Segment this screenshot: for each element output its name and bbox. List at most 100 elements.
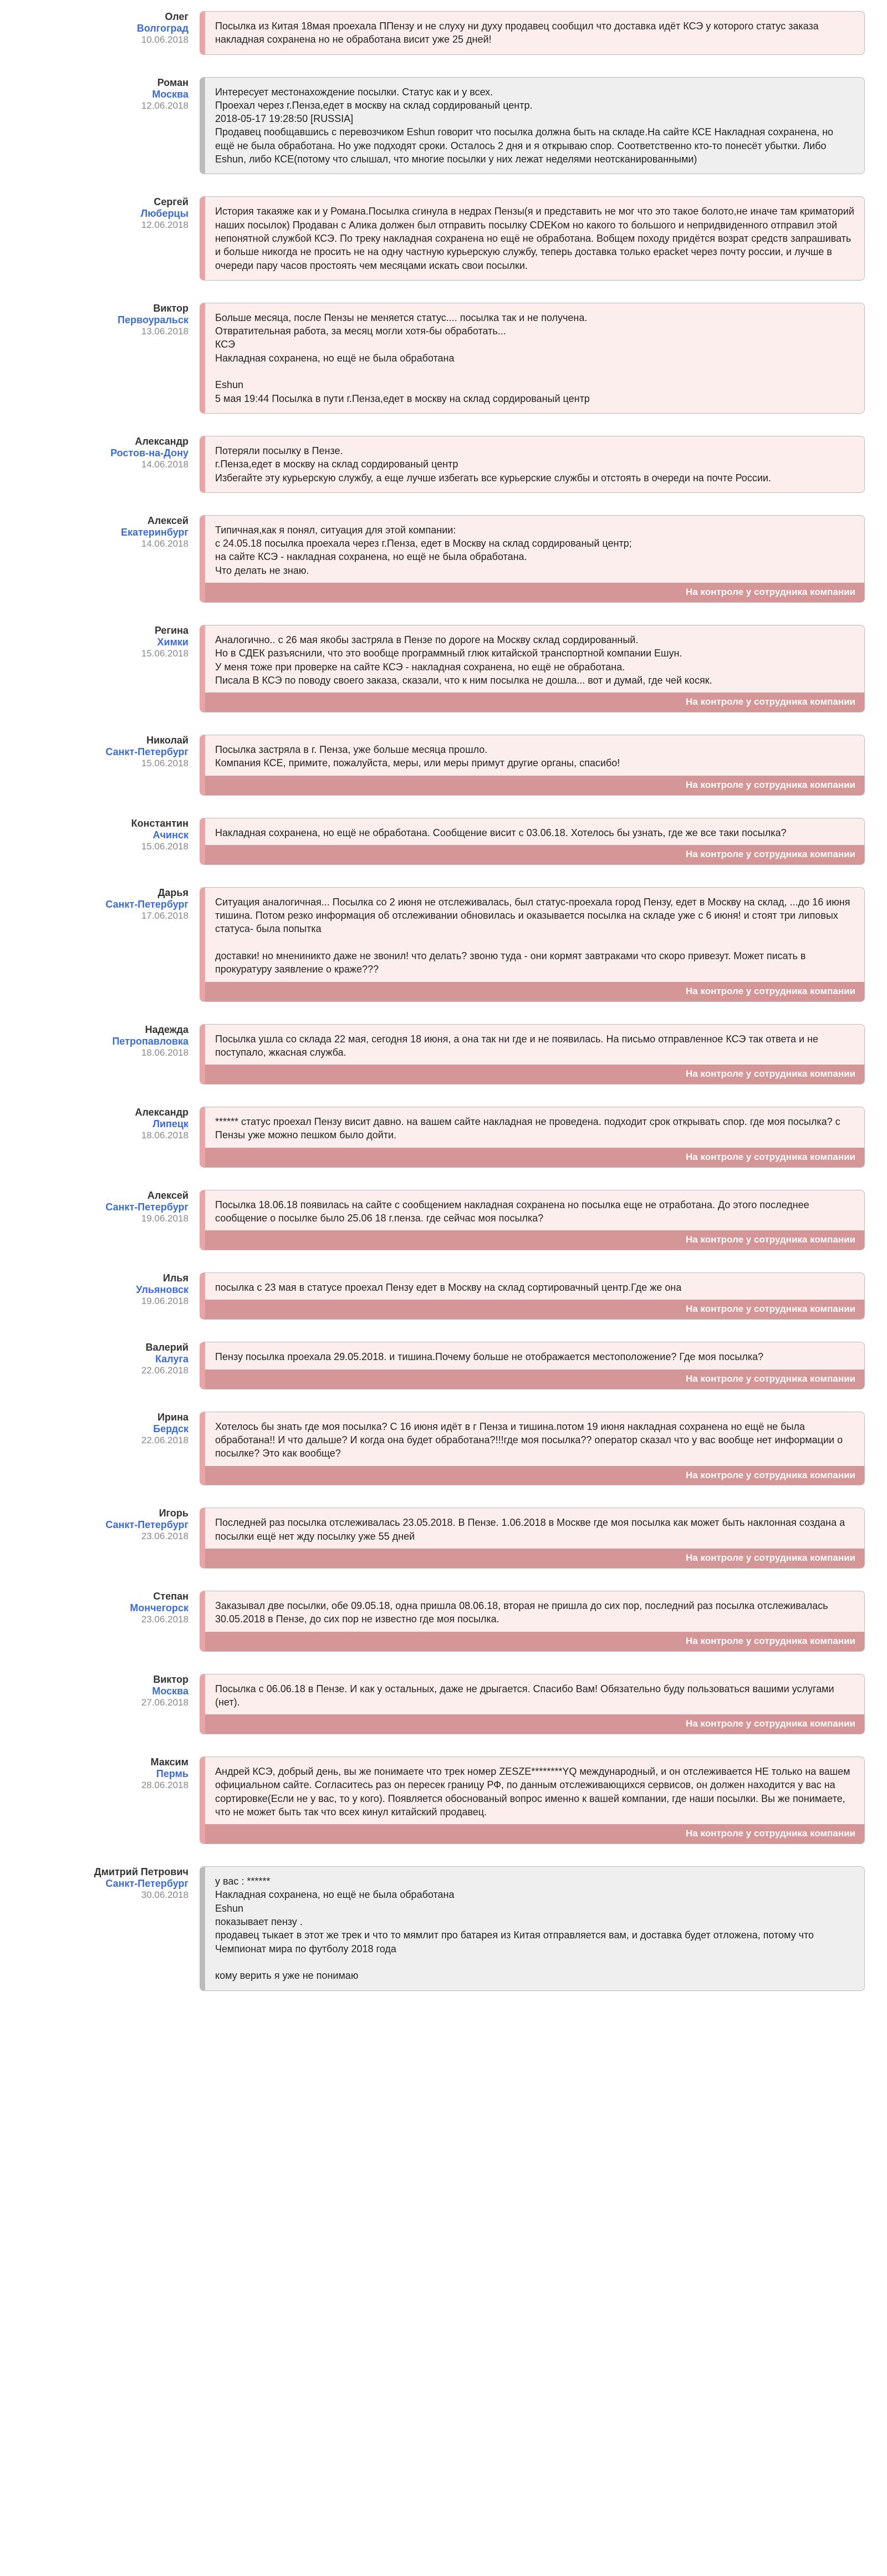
review-date: 22.06.2018: [22, 1435, 188, 1446]
review-item: АлексейСанкт-Петербург19.06.2018Посылка …: [22, 1190, 865, 1251]
review-text: Интересует местонахождение посылки. Стат…: [215, 85, 854, 166]
review-meta: ВикторПервоуральск13.06.2018: [22, 303, 200, 414]
review-item: ИльяУльяновск19.06.2018 посылка с 23 мая …: [22, 1272, 865, 1320]
review-text: Посылка с 06.06.18 в Пензе. И как у оста…: [215, 1682, 854, 1709]
review-author-city[interactable]: Бердск: [22, 1423, 188, 1435]
review-meta: РоманМосква12.06.2018: [22, 77, 200, 175]
review-text: ****** статус проехал Пензу висит давно.…: [215, 1115, 854, 1142]
review-item: НадеждаПетропавловка18.06.2018Посылка уш…: [22, 1024, 865, 1085]
review-meta: СергейЛюберцы12.06.2018: [22, 196, 200, 280]
review-author-name: Степан: [22, 1591, 188, 1602]
review-date: 10.06.2018: [22, 34, 188, 45]
review-text: Посылка застряла в г. Пенза, уже больше …: [215, 743, 854, 770]
review-meta: АлексейСанкт-Петербург19.06.2018: [22, 1190, 200, 1251]
review-body: ****** статус проехал Пензу висит давно.…: [200, 1107, 865, 1168]
review-author-name: Надежда: [22, 1024, 188, 1036]
review-item: Дмитрий ПетровичСанкт-Петербург30.06.201…: [22, 1866, 865, 1990]
review-text: Посылка из Китая 18мая проехала ППензу и…: [215, 19, 854, 47]
review-item: АлександрРостов-на-Дону14.06.2018Потерял…: [22, 436, 865, 493]
review-date: 14.06.2018: [22, 538, 188, 549]
review-item: КонстантинАчинск15.06.2018Накладная сохр…: [22, 818, 865, 865]
review-meta: ВалерийКалуга22.06.2018: [22, 1342, 200, 1389]
review-text: Пензу посылка проехала 29.05.2018. и тиш…: [215, 1350, 854, 1363]
control-badge: На контроле у сотрудника компании: [205, 1824, 864, 1844]
review-body: Последней раз посылка отслеживалась 23.0…: [200, 1508, 865, 1569]
review-author-city[interactable]: Калуга: [22, 1353, 188, 1365]
review-author-name: Виктор: [22, 303, 188, 314]
review-author-name: Регина: [22, 625, 188, 637]
review-author-city[interactable]: Москва: [22, 89, 188, 100]
control-badge: На контроле у сотрудника компании: [205, 1300, 864, 1319]
review-meta: СтепанМончегорск23.06.2018: [22, 1591, 200, 1652]
review-item: СергейЛюберцы12.06.2018История такаяже к…: [22, 196, 865, 280]
review-date: 28.06.2018: [22, 1780, 188, 1791]
review-body: Типичная,как я понял, ситуация для этой …: [200, 515, 865, 603]
control-badge: На контроле у сотрудника компании: [205, 693, 864, 712]
review-body: Посылка ушла со склада 22 мая, сегодня 1…: [200, 1024, 865, 1085]
review-meta: Дмитрий ПетровичСанкт-Петербург30.06.201…: [22, 1866, 200, 1990]
review-date: 15.06.2018: [22, 648, 188, 659]
review-item: АлексейЕкатеринбург14.06.2018Типичная,ка…: [22, 515, 865, 603]
review-text: Аналогично.. с 26 мая якобы застряла в П…: [215, 633, 854, 687]
review-author-city[interactable]: Санкт-Петербург: [22, 1519, 188, 1531]
review-text: Больше месяца, после Пензы не меняется с…: [215, 311, 854, 405]
review-author-name: Александр: [22, 436, 188, 447]
review-date: 17.06.2018: [22, 910, 188, 922]
control-badge: На контроле у сотрудника компании: [205, 776, 864, 795]
review-body: Аналогично.. с 26 мая якобы застряла в П…: [200, 625, 865, 712]
review-author-city[interactable]: Екатеринбург: [22, 527, 188, 538]
review-author-name: Валерий: [22, 1342, 188, 1353]
review-author-city[interactable]: Санкт-Петербург: [22, 1878, 188, 1890]
review-item: ИгорьСанкт-Петербург23.06.2018Последней …: [22, 1508, 865, 1569]
review-author-city[interactable]: Мончегорск: [22, 1602, 188, 1614]
review-text: посылка с 23 мая в статусе проехал Пензу…: [215, 1281, 854, 1294]
review-author-city[interactable]: Санкт-Петербург: [22, 746, 188, 758]
review-item: ВалерийКалуга22.06.2018 Пензу посылка про…: [22, 1342, 865, 1389]
review-meta: НадеждаПетропавловка18.06.2018: [22, 1024, 200, 1085]
control-badge: На контроле у сотрудника компании: [205, 1714, 864, 1734]
review-date: 19.06.2018: [22, 1296, 188, 1307]
review-item: ДарьяСанкт-Петербург17.06.2018Ситуация а…: [22, 887, 865, 1002]
review-author-name: Виктор: [22, 1674, 188, 1686]
review-author-city[interactable]: Первоуральск: [22, 314, 188, 326]
review-text: у вас : ****** Накладная сохранена, но е…: [215, 1875, 854, 1982]
review-body: посылка с 23 мая в статусе проехал Пензу…: [200, 1272, 865, 1320]
review-author-city[interactable]: Петропавловка: [22, 1036, 188, 1047]
review-text: Хотелось бы знать где моя посылка? С 16 …: [215, 1420, 854, 1460]
review-author-name: Роман: [22, 77, 188, 89]
review-date: 30.06.2018: [22, 1890, 188, 1901]
review-date: 12.06.2018: [22, 100, 188, 111]
review-body: Накладная сохранена, но ещё не обработан…: [200, 818, 865, 865]
review-item: ОлегВолгоград10.06.2018Посылка из Китая …: [22, 11, 865, 55]
review-author-name: Илья: [22, 1272, 188, 1284]
review-item: ВикторМосква27.06.2018Посылка с 06.06.18…: [22, 1674, 865, 1735]
review-author-city[interactable]: Москва: [22, 1686, 188, 1697]
review-text: Андрей КСЭ, добрый день, вы же понимаете…: [215, 1765, 854, 1819]
review-text: Накладная сохранена, но ещё не обработан…: [215, 826, 854, 839]
review-author-city[interactable]: Химки: [22, 637, 188, 648]
review-author-city[interactable]: Санкт-Петербург: [22, 899, 188, 910]
review-meta: РегинаХимки15.06.2018: [22, 625, 200, 712]
control-badge: На контроле у сотрудника компании: [205, 583, 864, 602]
review-author-city[interactable]: Липецк: [22, 1118, 188, 1130]
review-date: 15.06.2018: [22, 841, 188, 852]
review-body: Пензу посылка проехала 29.05.2018. и тиш…: [200, 1342, 865, 1389]
review-author-city[interactable]: Люберцы: [22, 208, 188, 220]
reviews-list: ОлегВолгоград10.06.2018Посылка из Китая …: [22, 11, 865, 1991]
review-author-city[interactable]: Пермь: [22, 1768, 188, 1780]
review-body: Посылка застряла в г. Пенза, уже больше …: [200, 735, 865, 796]
review-author-city[interactable]: Ульяновск: [22, 1284, 188, 1296]
review-author-name: Дарья: [22, 887, 188, 899]
review-author-city[interactable]: Волгоград: [22, 23, 188, 34]
review-author-city[interactable]: Ростов-на-Дону: [22, 447, 188, 459]
review-author-city[interactable]: Санкт-Петербург: [22, 1202, 188, 1213]
review-author-name: Игорь: [22, 1508, 188, 1519]
review-author-city[interactable]: Ачинск: [22, 829, 188, 841]
review-body: Посылка с 06.06.18 в Пензе. И как у оста…: [200, 1674, 865, 1735]
review-body: Посылка из Китая 18мая проехала ППензу и…: [200, 11, 865, 55]
control-badge: На контроле у сотрудника компании: [205, 1370, 864, 1389]
review-author-name: Николай: [22, 735, 188, 746]
review-text: Последней раз посылка отслеживалась 23.0…: [215, 1516, 854, 1543]
review-meta: ИльяУльяновск19.06.2018: [22, 1272, 200, 1320]
review-date: 12.06.2018: [22, 220, 188, 231]
